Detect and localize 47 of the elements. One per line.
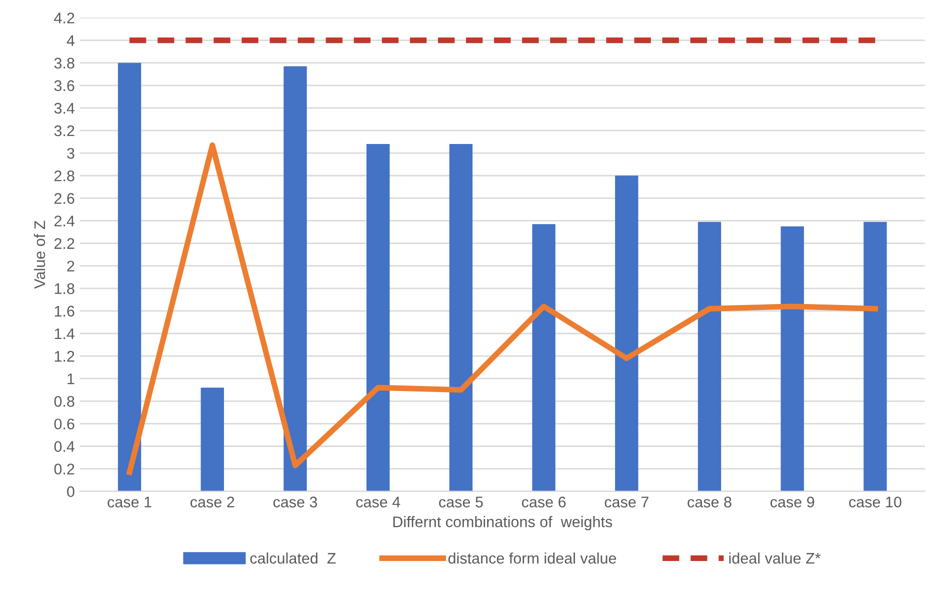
x-axis-title: Differnt combinations of weights <box>393 516 612 530</box>
y-tick-label: 3.6 <box>54 80 74 92</box>
bar <box>864 222 887 492</box>
y-axis-title: Value of Z <box>34 220 46 289</box>
bar <box>366 144 390 492</box>
x-tick-label: case 2 <box>190 496 234 508</box>
y-tick-label: 2.2 <box>54 238 74 249</box>
y-tick-label: 0.4 <box>54 441 75 452</box>
y-tick-label: 3 <box>67 148 74 159</box>
y-tick-label: 1.2 <box>54 350 74 362</box>
y-tick-label: 1.4 <box>54 328 75 340</box>
x-tick-label: case 6 <box>522 496 566 508</box>
legend-label: ideal value Z* <box>729 552 821 564</box>
x-tick-label: case 3 <box>273 496 318 508</box>
y-tick-label: 2.6 <box>54 193 74 204</box>
y-tick-label: 0 <box>67 486 74 498</box>
y-tick-label: 4.2 <box>54 12 74 24</box>
y-tick-label: 1 <box>68 374 74 384</box>
x-tick-label: case 5 <box>439 496 483 508</box>
bar <box>780 226 804 492</box>
legend-label: distance form ideal value <box>448 552 616 564</box>
y-tick-label: 3.2 <box>54 125 74 136</box>
bar <box>284 66 307 492</box>
bar <box>118 62 142 492</box>
y-tick-label: 0.8 <box>54 396 74 407</box>
y-tick-label: 3.4 <box>54 102 75 114</box>
y-tick-label: 0.2 <box>54 464 74 474</box>
y-tick-label: 2.8 <box>54 170 74 182</box>
y-tick-label: 3.8 <box>54 58 74 69</box>
bar <box>615 176 638 492</box>
x-tick-label: case 4 <box>356 496 400 508</box>
bar <box>532 224 556 492</box>
legend-label: calculated Z <box>250 552 336 564</box>
y-tick-label: 0.6 <box>54 418 74 430</box>
bar <box>698 222 722 492</box>
x-tick-label: case 1 <box>108 496 152 508</box>
y-tick-label: 1.8 <box>54 283 74 294</box>
y-tick-label: 2.4 <box>54 216 75 226</box>
x-tick-label: case 10 <box>849 496 902 508</box>
bar <box>449 144 473 492</box>
x-tick-label: case 9 <box>770 496 814 508</box>
y-tick-label: 2 <box>67 260 74 272</box>
x-tick-label: case 7 <box>604 496 648 508</box>
x-tick-label: case 8 <box>688 496 732 508</box>
y-tick-label: 4 <box>66 35 75 46</box>
y-tick-label: 1.6 <box>54 306 74 317</box>
bar <box>200 388 224 492</box>
